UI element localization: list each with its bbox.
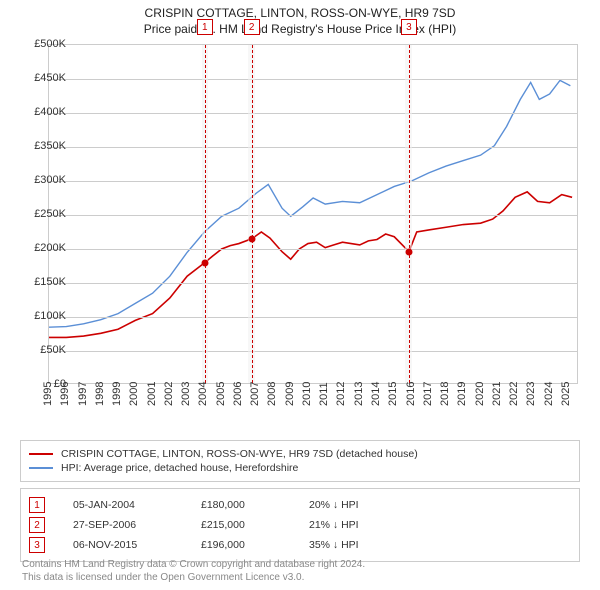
x-tick-label: 1995 xyxy=(42,382,54,406)
x-tick-label: 2002 xyxy=(163,382,175,406)
x-tick-label: 2010 xyxy=(301,382,313,406)
event-price: £215,000 xyxy=(201,519,281,531)
series-line-hpi xyxy=(49,80,570,327)
x-tick-label: 1998 xyxy=(94,382,106,406)
x-tick-label: 2005 xyxy=(215,382,227,406)
x-tick-label: 2014 xyxy=(370,382,382,406)
x-axis: 1995199619971998199920002001200220032004… xyxy=(48,386,578,446)
x-tick-label: 1999 xyxy=(111,382,123,406)
series-line-property xyxy=(49,192,572,338)
event-price: £180,000 xyxy=(201,499,281,511)
legend-label-hpi: HPI: Average price, detached house, Here… xyxy=(61,462,298,474)
x-tick-label: 2017 xyxy=(422,382,434,406)
event-delta: 35% ↓ HPI xyxy=(309,539,359,551)
gridline-h xyxy=(49,283,577,284)
sale-dot xyxy=(248,235,255,242)
x-tick-label: 2016 xyxy=(405,382,417,406)
x-tick-label: 1996 xyxy=(59,382,71,406)
footnote: Contains HM Land Registry data © Crown c… xyxy=(22,558,578,584)
marker-label: 3 xyxy=(401,19,417,35)
event-num: 1 xyxy=(29,497,45,513)
x-tick-label: 2009 xyxy=(284,382,296,406)
x-tick-label: 2013 xyxy=(353,382,365,406)
x-tick-label: 1997 xyxy=(77,382,89,406)
y-tick-label: £350K xyxy=(34,140,66,152)
event-price: £196,000 xyxy=(201,539,281,551)
marker-line xyxy=(205,45,206,383)
x-tick-label: 2011 xyxy=(318,382,330,406)
gridline-h xyxy=(49,351,577,352)
x-tick-label: 2007 xyxy=(249,382,261,406)
event-date: 27-SEP-2006 xyxy=(73,519,173,531)
legend-swatch-property xyxy=(29,453,53,455)
y-tick-label: £250K xyxy=(34,208,66,220)
x-tick-label: 2015 xyxy=(387,382,399,406)
x-tick-label: 2003 xyxy=(180,382,192,406)
sale-dot xyxy=(201,259,208,266)
event-date: 05-JAN-2004 xyxy=(73,499,173,511)
x-tick-label: 2022 xyxy=(508,382,520,406)
y-tick-label: £400K xyxy=(34,106,66,118)
x-tick-label: 2001 xyxy=(146,382,158,406)
gridline-h xyxy=(49,215,577,216)
footnote-line2: This data is licensed under the Open Gov… xyxy=(22,571,578,584)
x-tick-label: 2012 xyxy=(335,382,347,406)
legend: CRISPIN COTTAGE, LINTON, ROSS-ON-WYE, HR… xyxy=(20,440,580,482)
event-row: 2 27-SEP-2006 £215,000 21% ↓ HPI xyxy=(29,515,571,535)
gridline-h xyxy=(49,249,577,250)
legend-swatch-hpi xyxy=(29,467,53,469)
gridline-h xyxy=(49,147,577,148)
x-tick-label: 2008 xyxy=(266,382,278,406)
y-tick-label: £50K xyxy=(40,344,66,356)
y-tick-label: £200K xyxy=(34,242,66,254)
event-date: 06-NOV-2015 xyxy=(73,539,173,551)
x-tick-label: 2006 xyxy=(232,382,244,406)
event-delta: 20% ↓ HPI xyxy=(309,499,359,511)
gridline-h xyxy=(49,113,577,114)
x-tick-label: 2021 xyxy=(491,382,503,406)
footnote-line1: Contains HM Land Registry data © Crown c… xyxy=(22,558,578,571)
x-tick-label: 2018 xyxy=(439,382,451,406)
events-table: 1 05-JAN-2004 £180,000 20% ↓ HPI 2 27-SEP-200… xyxy=(20,488,580,562)
y-tick-label: £100K xyxy=(34,310,66,322)
event-row: 3 06-NOV-2015 £196,000 35% ↓ HPI xyxy=(29,535,571,555)
x-tick-label: 2000 xyxy=(128,382,140,406)
event-row: 1 05-JAN-2004 £180,000 20% ↓ HPI xyxy=(29,495,571,515)
x-tick-label: 2023 xyxy=(525,382,537,406)
y-tick-label: £300K xyxy=(34,174,66,186)
x-tick-label: 2024 xyxy=(543,382,555,406)
sale-dot xyxy=(405,248,412,255)
x-tick-label: 2025 xyxy=(560,382,572,406)
x-tick-label: 2004 xyxy=(197,382,209,406)
event-num: 2 xyxy=(29,517,45,533)
y-tick-label: £450K xyxy=(34,72,66,84)
event-num: 3 xyxy=(29,537,45,553)
marker-line xyxy=(252,45,253,383)
event-delta: 21% ↓ HPI xyxy=(309,519,359,531)
marker-label: 2 xyxy=(244,19,260,35)
y-tick-label: £500K xyxy=(34,38,66,50)
x-tick-label: 2020 xyxy=(474,382,486,406)
chart-title: CRISPIN COTTAGE, LINTON, ROSS-ON-WYE, HR… xyxy=(0,6,600,20)
marker-line xyxy=(409,45,410,383)
x-tick-label: 2019 xyxy=(456,382,468,406)
gridline-h xyxy=(49,317,577,318)
legend-label-property: CRISPIN COTTAGE, LINTON, ROSS-ON-WYE, HR… xyxy=(61,448,418,460)
gridline-h xyxy=(49,79,577,80)
marker-label: 1 xyxy=(197,19,213,35)
gridline-h xyxy=(49,181,577,182)
chart-subtitle: Price paid vs. HM Land Registry's House … xyxy=(0,22,600,36)
y-tick-label: £150K xyxy=(34,276,66,288)
chart-plot-area: 123 xyxy=(48,44,578,384)
